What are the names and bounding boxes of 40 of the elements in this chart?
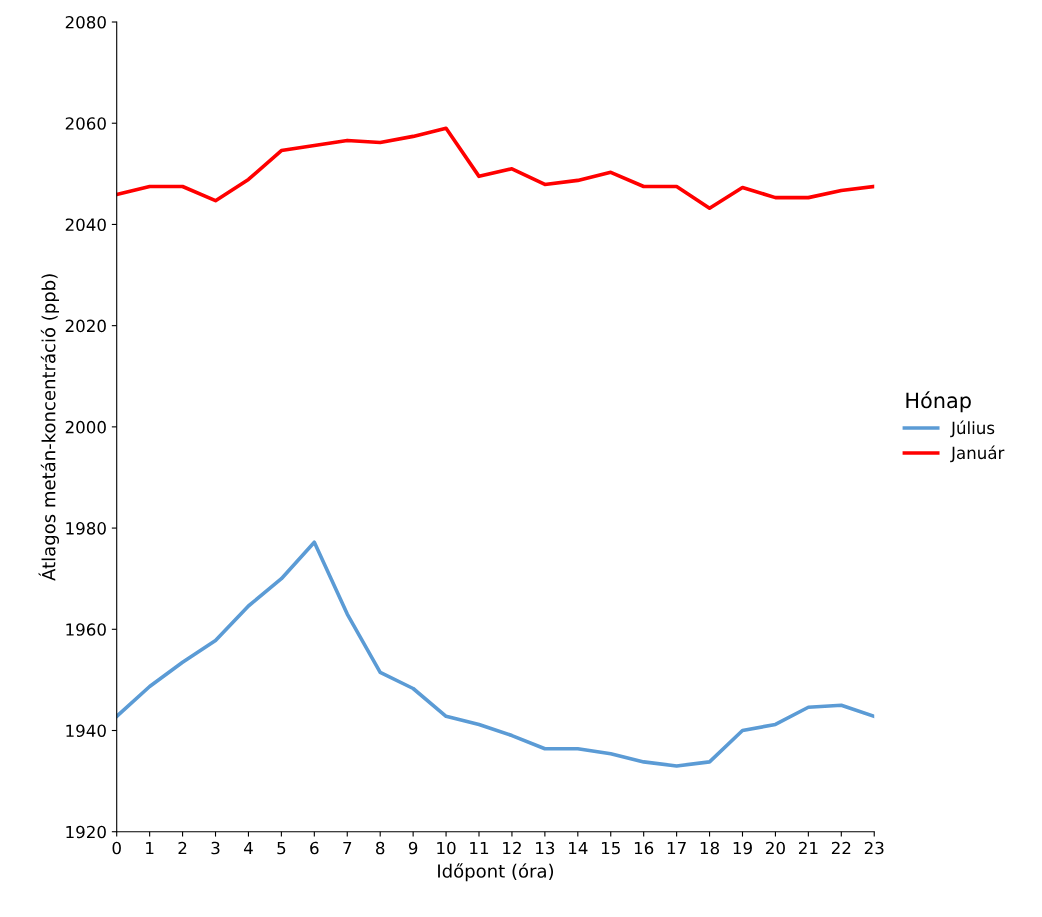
x-tick-label: 15 <box>601 841 620 855</box>
x-tick-label: 0 <box>112 841 121 855</box>
y-tick-label: 2060 <box>65 117 106 130</box>
x-axis-title: Időpont (óra) <box>438 863 554 882</box>
x-tick-label: 20 <box>766 841 785 855</box>
y-tick-label: 1940 <box>66 724 106 738</box>
x-tick-label: 21 <box>798 841 818 855</box>
legend-label: Július <box>950 420 995 438</box>
y-tick-label: 1960 <box>66 623 106 636</box>
y-axis-title: Átlagos metán-koncentráció (ppb) <box>38 274 60 581</box>
x-tick-label: 22 <box>831 841 851 855</box>
y-tick-label: 2020 <box>65 319 106 333</box>
x-tick-label: 16 <box>634 841 654 855</box>
x-tick-label: 5 <box>277 841 286 855</box>
x-tick-label: 11 <box>470 841 489 855</box>
x-tick-label: 17 <box>667 841 686 855</box>
x-tick-label: 1 <box>146 841 154 855</box>
x-tick-label: 12 <box>503 841 521 855</box>
x-tick-label: 19 <box>733 841 752 855</box>
x-tick-label: 4 <box>243 841 253 855</box>
x-tick-label: 9 <box>408 841 418 855</box>
x-tick-label: 7 <box>343 841 352 855</box>
legend-title: Hónap <box>906 391 971 413</box>
y-tick-label: 1980 <box>66 522 106 535</box>
line-series <box>116 126 875 211</box>
y-tick-label: 2000 <box>65 420 106 434</box>
x-tick-label: 3 <box>211 841 220 855</box>
y-tick-label: 1920 <box>66 825 106 839</box>
x-tick-label: 6 <box>310 841 319 855</box>
x-tick-label: 13 <box>536 841 555 855</box>
y-tick-label: 2080 <box>65 15 106 29</box>
x-tick-label: 10 <box>437 841 456 855</box>
y-tick-label: 2040 <box>65 218 106 231</box>
x-tick-label: 18 <box>700 841 720 855</box>
x-tick-label: 23 <box>864 841 884 855</box>
x-tick-label: 2 <box>178 841 187 855</box>
line-series <box>116 540 875 768</box>
legend-label: Január <box>950 445 1005 463</box>
x-tick-label: 8 <box>376 841 385 855</box>
x-tick-label: 14 <box>569 841 588 855</box>
